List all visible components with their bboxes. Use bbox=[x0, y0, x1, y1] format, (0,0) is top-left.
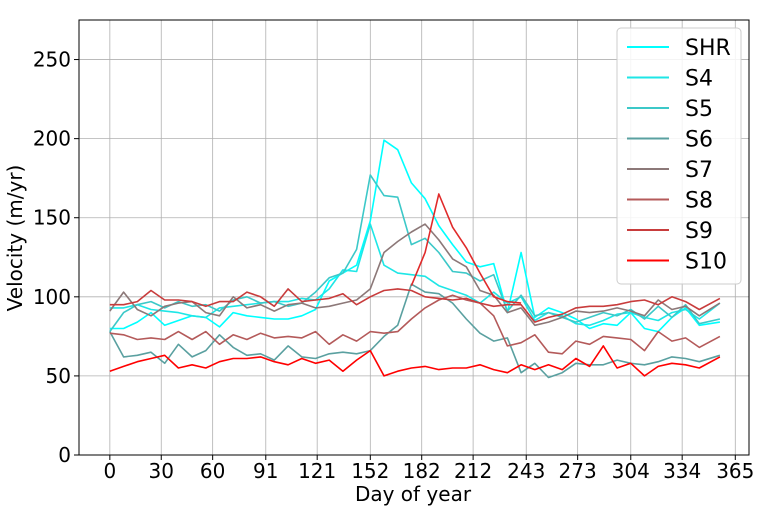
y-tick-label: 250 bbox=[33, 48, 71, 72]
legend-label-s7: S7 bbox=[685, 158, 713, 183]
series-line-s9 bbox=[109, 288, 721, 323]
series-line-s8 bbox=[109, 294, 721, 355]
y-tick-label: 0 bbox=[58, 443, 71, 467]
x-tick-label: 212 bbox=[454, 459, 492, 483]
x-tick-label: 30 bbox=[149, 459, 174, 483]
x-tick-label: 0 bbox=[103, 459, 116, 483]
series-line-s10 bbox=[109, 345, 721, 377]
legend-box bbox=[616, 27, 742, 285]
x-tick-label: 365 bbox=[716, 459, 754, 483]
x-tick-label: 121 bbox=[298, 459, 336, 483]
x-tick-label: 273 bbox=[559, 459, 597, 483]
legend-label-s4: S4 bbox=[685, 67, 713, 92]
y-tick-label: 50 bbox=[46, 364, 71, 388]
series-lines bbox=[109, 139, 721, 379]
series-line-8 bbox=[410, 193, 522, 304]
legend-label-s6: S6 bbox=[685, 128, 713, 153]
legend-label-s5: S5 bbox=[685, 97, 713, 122]
y-tick-label: 150 bbox=[33, 206, 71, 230]
x-tick-label: 304 bbox=[612, 459, 650, 483]
series-line-shr bbox=[109, 139, 721, 333]
x-tick-label: 182 bbox=[403, 459, 441, 483]
legend: SHR S4 S5 S6 S7 S8 S9 S10 bbox=[616, 27, 742, 285]
legend-label-s9: S9 bbox=[685, 219, 713, 244]
x-tick-label: 152 bbox=[351, 459, 389, 483]
series-line-s7 bbox=[109, 223, 721, 327]
x-tick-label: 91 bbox=[253, 459, 278, 483]
x-tick-label: 334 bbox=[663, 459, 701, 483]
plot-frame bbox=[78, 19, 750, 456]
legend-label-shr: SHR bbox=[685, 36, 731, 61]
series-line-s5 bbox=[109, 174, 721, 333]
x-axis-title: Day of year bbox=[355, 482, 472, 506]
axis-ticks: 0 30 60 91 121 152 182 212 243 273 304 334 365 0 50 100… bbox=[33, 48, 755, 483]
y-tick-label: 100 bbox=[33, 285, 71, 309]
legend-label-s10: S10 bbox=[685, 250, 727, 275]
legend-label-s8: S8 bbox=[685, 189, 713, 214]
x-tick-label: 60 bbox=[200, 459, 225, 483]
y-axis-title: Velocity (m/yr) bbox=[3, 165, 27, 312]
y-tick-label: 200 bbox=[33, 127, 71, 151]
x-tick-label: 243 bbox=[507, 459, 545, 483]
